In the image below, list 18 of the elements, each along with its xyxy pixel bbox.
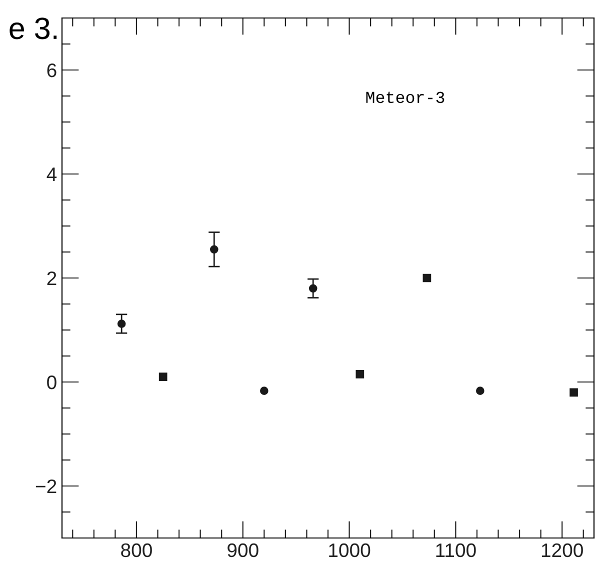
point [570, 388, 578, 397]
point [476, 386, 484, 396]
y-tick-label: 2 [47, 271, 56, 286]
point [422, 274, 432, 282]
point [158, 372, 168, 381]
x-tick-label: 900 [228, 543, 258, 558]
x-tick-label: 1100 [436, 543, 476, 558]
y-tick-label: 0 [47, 375, 56, 390]
y-tick-label: −2 [36, 479, 56, 494]
x-tick-label: 1200 [542, 543, 583, 558]
annotation: Meteor-3 [366, 92, 444, 104]
x-tick-label: 800 [121, 543, 152, 558]
point [260, 386, 268, 396]
x-tick-label: 1000 [329, 543, 370, 558]
point [356, 370, 364, 378]
text: e 3. [10, 18, 57, 40]
y-tick-label: 6 [47, 63, 56, 78]
y-tick-label: 4 [46, 168, 57, 182]
